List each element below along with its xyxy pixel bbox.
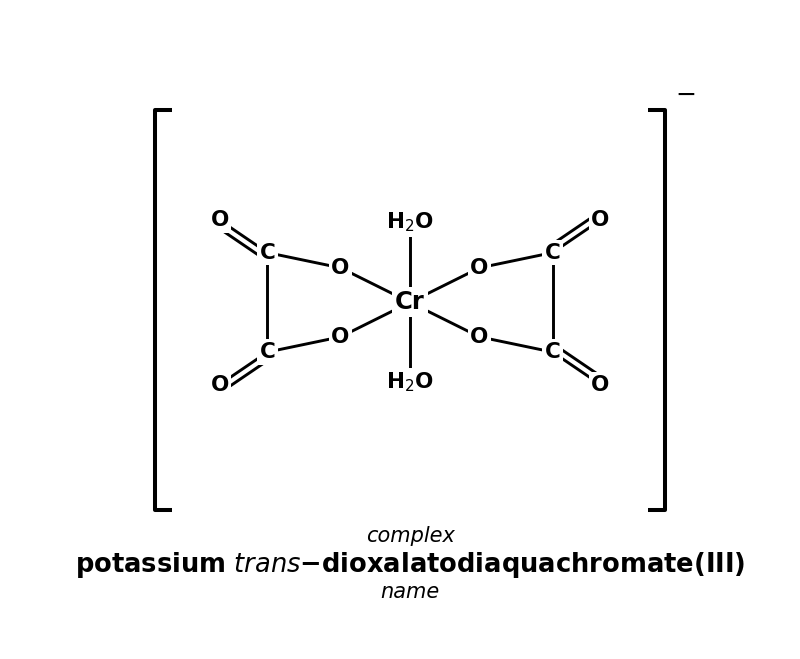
- Text: C: C: [545, 342, 561, 362]
- Text: H$_2$O: H$_2$O: [386, 210, 434, 234]
- Text: O: O: [591, 374, 610, 395]
- Text: C: C: [259, 342, 275, 362]
- Text: $\mathbf{potassium}$ $\mathbf{\mathit{trans}}$$\mathbf{-dioxalatodiaquachromate(: $\mathbf{potassium}$ $\mathbf{\mathit{tr…: [75, 550, 745, 580]
- Text: C: C: [259, 243, 275, 263]
- Text: name: name: [380, 582, 440, 602]
- Text: O: O: [470, 258, 489, 278]
- Text: Cr: Cr: [395, 291, 425, 314]
- Text: O: O: [331, 327, 350, 347]
- Text: O: O: [591, 210, 610, 230]
- Text: O: O: [331, 258, 350, 278]
- Text: $-$: $-$: [675, 82, 696, 105]
- Text: O: O: [210, 210, 229, 230]
- Text: O: O: [470, 327, 489, 347]
- Text: complex: complex: [366, 526, 454, 546]
- Text: H$_2$O: H$_2$O: [386, 371, 434, 394]
- Text: C: C: [545, 243, 561, 263]
- Text: O: O: [210, 374, 229, 395]
